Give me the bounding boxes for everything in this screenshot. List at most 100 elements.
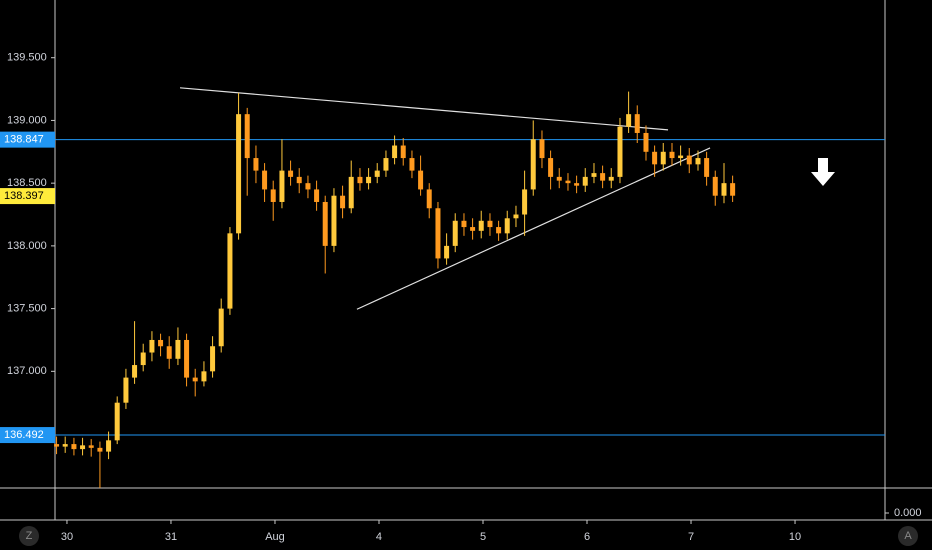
candle-body <box>617 126 623 177</box>
candle-body <box>374 170 380 177</box>
candle-body <box>721 183 727 196</box>
candle-body <box>227 233 233 309</box>
x-tick-label: 30 <box>61 531 73 543</box>
candle-body <box>530 139 536 190</box>
candle-body <box>366 176 372 184</box>
candle-body <box>730 183 736 196</box>
y-tick-label: 139.000 <box>7 114 47 126</box>
candle-body <box>253 158 259 171</box>
control-button[interactable] <box>19 526 39 546</box>
candle-body <box>513 214 519 219</box>
candle-body <box>548 158 554 177</box>
candle-body <box>478 220 484 231</box>
y-tick-label: 138.500 <box>7 177 47 189</box>
candle-body <box>556 176 562 181</box>
candle-body <box>296 176 302 184</box>
x-tick-label: 6 <box>584 531 590 543</box>
candle-body <box>305 183 311 190</box>
last-price-label: 138.397 <box>4 190 44 202</box>
candle-body <box>712 176 718 196</box>
candle-body <box>409 158 415 171</box>
candle-body <box>565 180 571 184</box>
candle-body <box>426 189 432 209</box>
candle-body <box>158 339 164 347</box>
y-tick-label: 139.500 <box>7 52 47 64</box>
candle-body <box>140 352 146 366</box>
y-tick-label: 138.000 <box>7 240 47 252</box>
candle-body <box>686 155 692 165</box>
candle-body <box>400 145 406 159</box>
candle-body <box>175 339 181 359</box>
candle-body <box>348 176 354 209</box>
candle-body <box>218 308 224 347</box>
candle-body <box>314 189 320 202</box>
candle-body <box>331 195 337 246</box>
candle-body <box>418 170 424 190</box>
candle-body <box>669 151 675 159</box>
candle-body <box>487 220 493 228</box>
control-button[interactable] <box>898 526 918 546</box>
candle-body <box>62 444 68 447</box>
candle-body <box>88 445 94 448</box>
x-tick-label: 4 <box>376 531 382 543</box>
x-tick-label: 7 <box>688 531 694 543</box>
candle-body <box>210 346 216 372</box>
candle-body <box>270 189 276 202</box>
candle-body <box>539 139 545 159</box>
candle-body <box>383 158 389 171</box>
candle-body <box>80 445 86 450</box>
candle-body <box>322 201 328 246</box>
candle-body <box>149 339 155 353</box>
x-tick-label: 10 <box>789 531 801 543</box>
control-label[interactable]: A <box>904 530 912 542</box>
lower-pane-tick-label: 0.000 <box>894 507 922 519</box>
candle-body <box>444 245 450 259</box>
candle-body <box>357 176 363 184</box>
candle-body <box>678 155 684 159</box>
candle-body <box>608 176 614 181</box>
candle-body <box>192 377 198 382</box>
candle-body <box>288 170 294 177</box>
candle-body <box>340 195 346 209</box>
down-arrow <box>811 158 835 186</box>
candle-body <box>244 114 250 159</box>
price-label: 138.847 <box>4 134 44 146</box>
control-label[interactable]: Z <box>26 530 33 542</box>
candle-body <box>461 220 467 228</box>
candle-body <box>634 114 640 133</box>
price-label-box <box>0 427 55 444</box>
candle-body <box>600 173 606 181</box>
x-tick-label: Aug <box>265 531 285 543</box>
candle-body <box>262 170 268 190</box>
candle-body <box>123 377 129 403</box>
candle-body <box>452 220 458 246</box>
candle-body <box>582 176 588 186</box>
candle-body <box>504 218 510 234</box>
candle-body <box>184 339 190 378</box>
candle-body <box>470 227 476 231</box>
candle-body <box>392 145 398 159</box>
candle-body <box>201 371 207 382</box>
candle-body <box>236 114 242 234</box>
candle-body <box>435 208 441 259</box>
candle-body <box>591 173 597 177</box>
candle-body <box>652 151 658 165</box>
x-tick-label: 5 <box>480 531 486 543</box>
last-price-box <box>0 188 55 205</box>
candle-body <box>132 365 138 378</box>
candle-body <box>97 447 103 452</box>
candle-body <box>496 227 502 234</box>
candle-body <box>643 132 649 152</box>
y-tick-label: 137.500 <box>7 303 47 315</box>
candle-body <box>626 114 632 127</box>
price-label-box <box>0 131 55 148</box>
candle-body <box>166 346 172 359</box>
candle-body <box>279 170 285 202</box>
candle-body <box>54 444 60 447</box>
candle-body <box>522 189 528 215</box>
candle-body <box>114 402 120 441</box>
x-tick-label: 31 <box>165 531 177 543</box>
y-tick-label: 137.000 <box>7 365 47 377</box>
